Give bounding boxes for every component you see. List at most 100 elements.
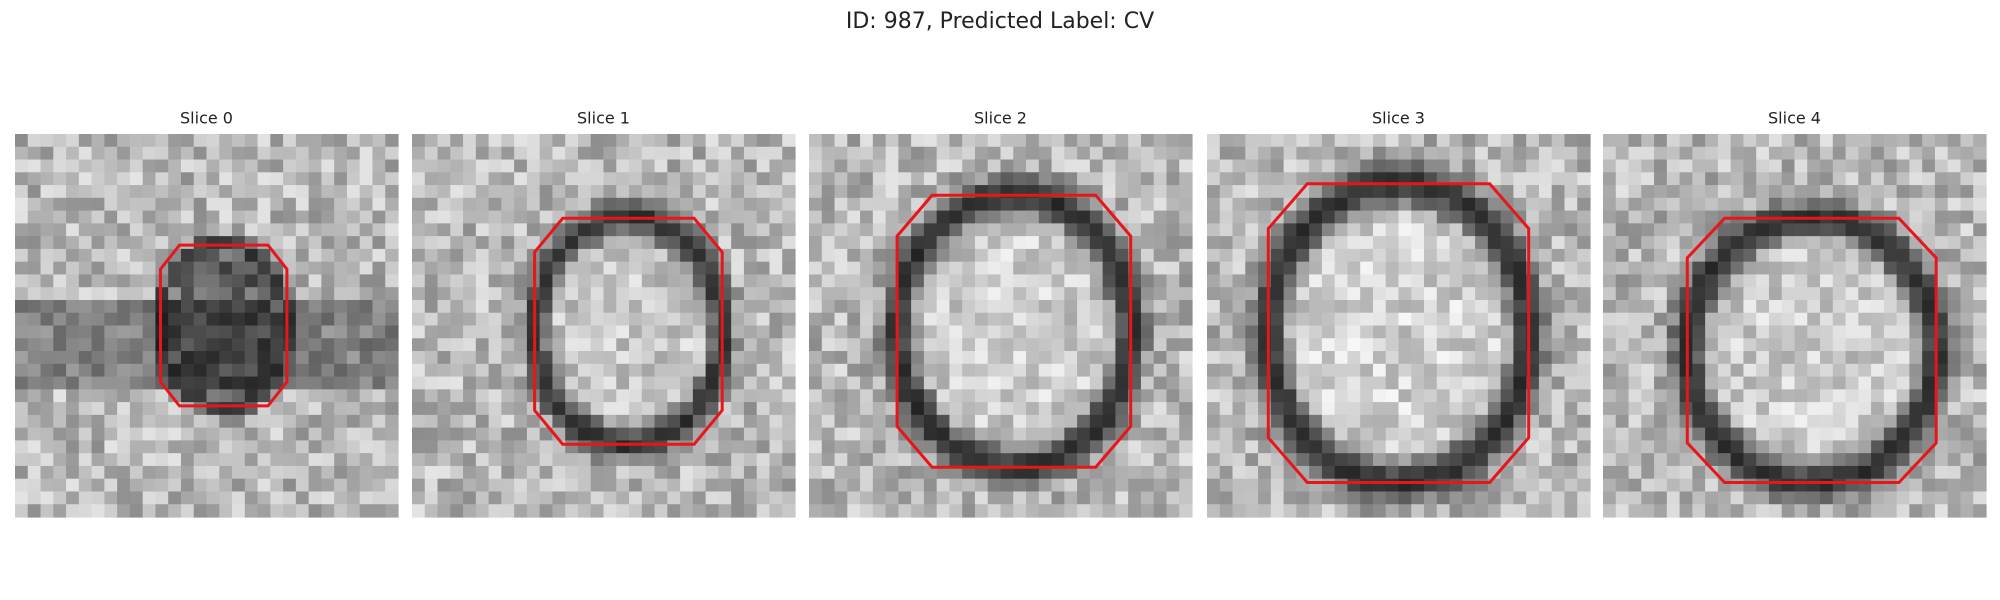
pixel [1564, 274, 1578, 288]
pixel [1219, 351, 1234, 365]
pixel [1654, 478, 1668, 493]
pixel [962, 299, 976, 314]
pixel [346, 338, 361, 352]
pixel [1153, 389, 1168, 403]
pixel [232, 146, 246, 161]
pixel [475, 210, 490, 224]
pixel [1462, 185, 1476, 199]
pixel [257, 146, 271, 161]
pixel [1309, 185, 1323, 199]
pixel [1666, 402, 1681, 416]
pixel [641, 185, 656, 199]
pixel [1219, 134, 1234, 148]
pixel [1960, 491, 1974, 505]
pixel [1973, 478, 1987, 493]
pixel [898, 402, 912, 416]
pixel [769, 465, 783, 480]
pixel [40, 261, 54, 276]
pixel [91, 389, 105, 403]
pixel [667, 185, 681, 199]
pixel [821, 402, 836, 416]
pixel [155, 146, 169, 161]
pixel [1026, 363, 1040, 378]
pixel [66, 236, 80, 250]
pixel [1038, 210, 1053, 224]
pixel [1768, 299, 1783, 314]
pixel [475, 287, 490, 301]
pixel [1475, 440, 1489, 454]
pixel [1232, 223, 1246, 237]
pixel [1500, 274, 1514, 288]
pixel [1845, 427, 1859, 441]
pixel [860, 325, 874, 339]
pixel [1615, 159, 1630, 173]
pixel [1283, 427, 1297, 441]
pixel [1654, 440, 1668, 454]
pixel [1385, 274, 1400, 288]
pixel [1756, 414, 1770, 429]
pixel [1845, 389, 1859, 403]
pixel [168, 504, 182, 518]
pixel [488, 325, 502, 339]
pixel [1411, 363, 1425, 378]
pixel [1513, 491, 1527, 505]
pixel [1641, 440, 1655, 454]
pixel [514, 134, 528, 148]
pixel [743, 453, 758, 467]
pixel [1960, 338, 1974, 352]
pixel [1232, 299, 1246, 314]
pixel [308, 338, 322, 352]
pixel [1179, 427, 1193, 441]
pixel [1153, 146, 1168, 161]
pixel [1705, 172, 1719, 186]
pixel [334, 440, 348, 454]
pixel [206, 351, 220, 365]
pixel [232, 197, 246, 212]
pixel [1051, 338, 1065, 352]
pixel [1794, 274, 1808, 288]
pixel [1730, 325, 1745, 339]
pixel [385, 312, 399, 327]
pixel [1026, 172, 1040, 186]
pixel [1743, 261, 1757, 276]
pixel [1500, 376, 1514, 390]
pixel [1692, 185, 1706, 199]
pixel [1858, 491, 1872, 505]
pixel [295, 325, 310, 339]
pixel [743, 197, 758, 212]
pixel [565, 402, 579, 416]
pixel [463, 440, 477, 454]
pixel [168, 210, 182, 224]
pixel [577, 299, 592, 314]
pixel [1026, 236, 1040, 250]
pixel [1064, 287, 1078, 301]
pixel [667, 338, 681, 352]
pixel [1077, 453, 1091, 467]
pixel [552, 376, 566, 390]
pixel [1334, 478, 1349, 493]
pixel [168, 440, 182, 454]
pixel [1013, 504, 1027, 518]
pixel [346, 185, 361, 199]
pixel [1883, 504, 1898, 518]
pixel [603, 172, 617, 186]
pixel [1038, 312, 1053, 327]
pixel [104, 376, 118, 390]
pixel [142, 491, 157, 505]
pixel [501, 427, 515, 441]
pixel [743, 261, 758, 276]
pixel [1807, 172, 1821, 186]
pixel [949, 389, 963, 403]
pixel [142, 299, 157, 314]
pixel [424, 146, 439, 161]
pixel [1909, 440, 1923, 454]
pixel [1832, 312, 1847, 327]
pixel [270, 338, 284, 352]
pixel [680, 312, 694, 327]
pixel [743, 236, 758, 250]
pixel [385, 427, 399, 441]
pixel [1026, 402, 1040, 416]
pixel [718, 197, 732, 212]
pixel [692, 363, 707, 378]
